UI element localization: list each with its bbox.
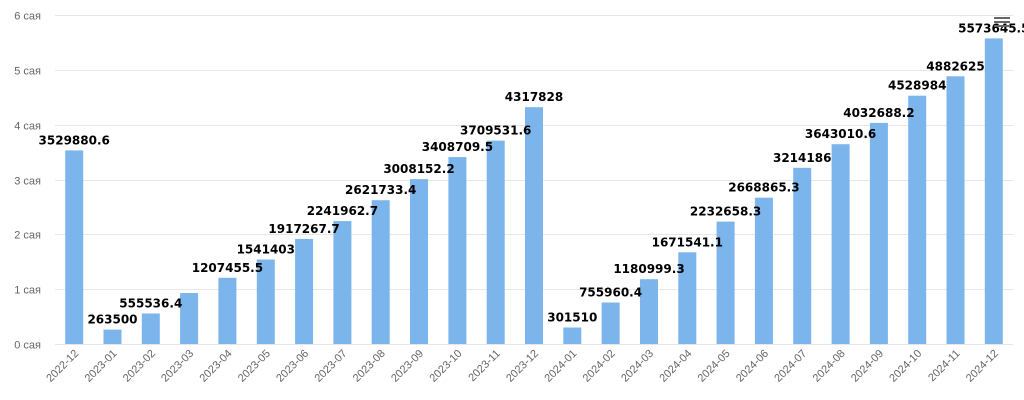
bar-2022-12[interactable] [65, 150, 84, 344]
bar-2024-01[interactable] [563, 327, 582, 345]
data-label-2024-09: 4032688.2 [843, 106, 914, 120]
x-tick-label-2024-08: 2024-08 [811, 348, 848, 385]
data-label-2024-08: 3643010.6 [805, 127, 876, 141]
data-label-2022-12: 3529880.6 [39, 133, 110, 147]
data-label-2024-12: 5573645.5 [958, 21, 1024, 35]
y-tick-label: 5 сая [14, 66, 41, 78]
x-tick-label-2023-07: 2023-07 [312, 348, 349, 385]
y-tick-label: 0 сая [14, 340, 41, 352]
data-label-2023-09: 3008152.2 [383, 162, 454, 176]
bar-2023-09[interactable] [410, 179, 428, 344]
x-tick-label-2024-01: 2024-01 [542, 348, 579, 385]
bar-2023-04[interactable] [218, 277, 237, 344]
bar-2023-11[interactable] [486, 140, 505, 344]
data-label-2024-02: 755960.4 [579, 286, 642, 300]
x-tick-label-2023-01: 2023-01 [83, 348, 120, 385]
x-tick-label-2024-09: 2024-09 [849, 348, 886, 385]
bar-2023-02[interactable] [141, 313, 160, 345]
data-label-2023-07: 2241962.7 [307, 204, 378, 218]
bar-2023-08[interactable] [371, 200, 390, 344]
x-tick-label-2023-11: 2023-11 [466, 348, 502, 384]
bar-2024-12[interactable] [984, 38, 1003, 345]
bar-2024-03[interactable] [640, 279, 658, 344]
bar-2024-07[interactable] [793, 167, 812, 344]
x-tick-label-2023-09: 2023-09 [389, 348, 426, 385]
x-tick-label-2024-12: 2024-12 [964, 348, 1001, 385]
bars [65, 38, 1003, 345]
bar-2023-12[interactable] [525, 107, 543, 344]
x-tick-label-2024-04: 2024-04 [657, 348, 694, 385]
bar-2023-01[interactable] [103, 329, 122, 344]
bar-2024-11[interactable] [946, 76, 965, 345]
data-label-2024-07: 3214186 [773, 151, 831, 165]
y-tick-label: 6 сая [14, 11, 41, 23]
data-label-2023-10: 3408709.5 [422, 140, 493, 154]
x-tick-label-2023-10: 2023-10 [427, 348, 464, 385]
data-label-2023-08: 2621733.4 [345, 183, 416, 197]
x-tick-label-2023-05: 2023-05 [236, 348, 273, 385]
data-label-2023-04: 1207455.5 [192, 261, 263, 275]
data-label-2024-04: 1671541.1 [652, 235, 723, 249]
data-label-2024-11: 4882625 [926, 59, 984, 73]
x-tick-label-2023-06: 2023-06 [274, 348, 311, 385]
bar-2024-04[interactable] [678, 252, 697, 344]
y-tick-label: 4 сая [14, 121, 41, 133]
data-label-2024-10: 4528984 [888, 79, 946, 93]
bar-2024-09[interactable] [869, 122, 888, 345]
x-tick-label-2024-11: 2024-11 [926, 348, 962, 384]
x-tick-label-2024-03: 2024-03 [619, 348, 656, 385]
x-tick-label-2024-06: 2024-06 [734, 348, 771, 385]
x-tick-label-2024-10: 2024-10 [887, 348, 924, 385]
x-tick-label-2024-02: 2024-02 [581, 348, 618, 385]
bar-2024-08[interactable] [831, 144, 850, 344]
x-tick-label-2023-12: 2023-12 [504, 348, 541, 385]
x-tick-label-2023-02: 2023-02 [121, 348, 158, 385]
x-axis-ticks: 2022-12 2023-01 2023-02 2023-03 2023-04 2023-… [44, 348, 1001, 385]
data-label-2023-11: 3709531.6 [460, 124, 531, 138]
y-tick-label: 2 сая [14, 230, 41, 242]
bar-2024-05[interactable] [716, 221, 735, 344]
x-tick-label-2023-03: 2023-03 [159, 348, 196, 385]
y-axis-ticks: 0 сая 1 сая 2 сая 3 сая 4 сая 5 сая 6 сая [14, 11, 41, 352]
data-label-2024-06: 2668865.3 [728, 181, 799, 195]
x-tick-label-2023-04: 2023-04 [197, 348, 234, 385]
data-label-2023-01: 263500 [87, 313, 137, 327]
chart-menu-button[interactable] [990, 12, 1014, 30]
x-tick-label-2024-05: 2024-05 [696, 348, 733, 385]
bar-2024-02[interactable] [601, 302, 620, 345]
x-tick-label-2024-07: 2024-07 [772, 348, 809, 385]
bar-2024-06[interactable] [754, 197, 773, 344]
data-label-2023-06: 1917267.7 [268, 222, 339, 236]
data-labels: 3529880.6 263500 555536.4 1207455.5 1541403 1… [39, 21, 1024, 326]
x-tick-label-2022-12: 2022-12 [44, 348, 81, 385]
data-label-2023-02: 555536.4 [119, 297, 182, 311]
y-tick-label: 1 сая [14, 285, 41, 297]
data-label-2024-05: 2232658.3 [690, 205, 761, 219]
data-label-2023-05: 1541403 [237, 243, 295, 257]
data-label-2024-03: 1180999.3 [613, 262, 684, 276]
y-tick-label: 3 сая [14, 176, 41, 188]
bar-2023-03[interactable] [180, 293, 199, 344]
bar-2023-05[interactable] [256, 259, 275, 345]
bar-2023-10[interactable] [448, 157, 467, 344]
bar-2023-06[interactable] [295, 238, 314, 344]
hamburger-menu-icon [994, 17, 1010, 27]
x-tick-label-2023-08: 2023-08 [351, 348, 388, 385]
bar-2023-07[interactable] [333, 221, 352, 344]
data-label-2024-01: 301510 [547, 311, 597, 325]
data-label-2023-12: 4317828 [505, 90, 563, 104]
bar-2024-10[interactable] [908, 95, 927, 344]
